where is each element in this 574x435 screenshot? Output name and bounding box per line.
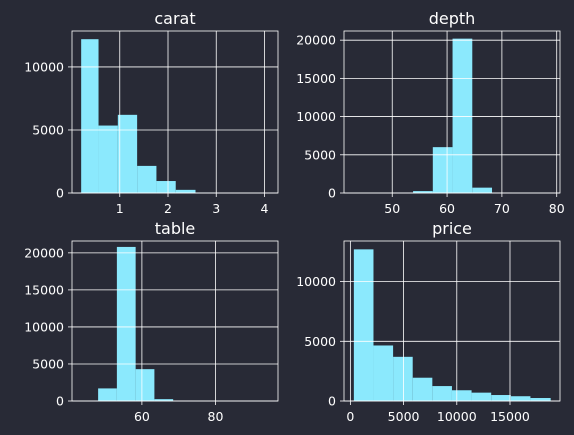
- x-tick-label-carat-3: 4: [261, 201, 269, 216]
- axes-frame-table: [71, 240, 279, 402]
- y-tick-label-table-1: 5000: [32, 356, 64, 371]
- histogram-bar-depth-5: [452, 38, 473, 193]
- subplot-title-price: price: [432, 219, 472, 238]
- histogram-bar-table-4: [154, 399, 174, 401]
- subplot-price: 0 5000 10000 15000 0 5000 10000 price: [296, 219, 561, 424]
- y-tick-label-price-1: 5000: [304, 334, 336, 349]
- axes-frame-depth: [343, 30, 561, 194]
- histogram-bar-price-4: [432, 386, 452, 401]
- x-tick-label-price-0: 0: [346, 409, 354, 424]
- x-tick-label-carat-0: 1: [116, 201, 124, 216]
- y-tick-label-carat-0: 0: [56, 186, 64, 201]
- x-tick-label-carat-1: 2: [164, 201, 172, 216]
- y-tick-label-table-4: 20000: [24, 245, 64, 260]
- histogram-bar-price-9: [530, 398, 551, 401]
- x-tick-label-depth-0: 50: [384, 201, 400, 216]
- histogram-bar-carat-0: [81, 39, 99, 194]
- histogram-bar-price-8: [510, 396, 531, 401]
- histogram-bar-depth-4: [432, 147, 453, 193]
- y-tick-label-table-2: 10000: [24, 319, 64, 334]
- histogram-bar-price-6: [471, 392, 492, 401]
- histogram-bar-table-2: [116, 246, 136, 401]
- x-tick-label-price-2: 10000: [437, 409, 477, 424]
- histogram-bar-table-3: [135, 369, 155, 401]
- x-tick-label-table-1: 80: [208, 409, 224, 424]
- axes-frame-carat: [71, 30, 279, 194]
- histogram-bar-carat-3: [137, 165, 157, 193]
- histogram-bar-price-0: [353, 249, 374, 401]
- y-tick-label-depth-4: 20000: [296, 33, 336, 48]
- subplot-carat: 1 2 3 4 0 5000 10000 carat: [24, 9, 279, 216]
- histogram-bar-table-1: [98, 388, 117, 401]
- subplot-title-carat: carat: [154, 9, 195, 28]
- x-tick-label-price-3: 15000: [490, 409, 530, 424]
- y-tick-label-depth-1: 5000: [304, 147, 336, 162]
- histogram-bar-price-2: [393, 356, 413, 401]
- histogram-bar-price-5: [451, 390, 472, 401]
- histogram-bar-price-1: [373, 345, 394, 401]
- histogram-bar-carat-1: [98, 125, 118, 193]
- histogram-bar-carat-2: [117, 114, 138, 193]
- subplot-depth: 50 60 70 80 0 5000 10000 15000 20000 depth: [296, 9, 564, 216]
- x-tick-label-carat-2: 3: [212, 201, 220, 216]
- y-tick-label-depth-3: 15000: [296, 71, 336, 86]
- x-tick-label-depth-3: 80: [549, 201, 565, 216]
- histogram-bar-carat-4: [156, 181, 176, 193]
- y-tick-label-table-3: 15000: [24, 282, 64, 297]
- histogram-bar-depth-6: [472, 187, 493, 193]
- y-tick-label-table-0: 0: [56, 394, 64, 409]
- y-tick-label-carat-2: 10000: [24, 59, 64, 74]
- histogram-bar-carat-5: [175, 189, 196, 193]
- y-tick-label-price-2: 10000: [296, 274, 336, 289]
- x-tick-label-price-1: 5000: [388, 409, 420, 424]
- histogram-bar-price-7: [491, 395, 511, 401]
- x-tick-label-depth-2: 70: [494, 201, 510, 216]
- subplot-title-table: table: [155, 219, 196, 238]
- histogram-bar-depth-3: [413, 191, 433, 193]
- x-tick-label-table-0: 60: [134, 409, 150, 424]
- subplot-table: 60 80 0 5000 10000 15000 20000 table: [24, 219, 279, 424]
- y-tick-label-depth-2: 10000: [296, 109, 336, 124]
- subplot-title-depth: depth: [429, 9, 476, 28]
- histogram-bar-price-3: [412, 377, 433, 401]
- axes-frame-price: [343, 240, 561, 402]
- y-tick-label-price-0: 0: [328, 394, 336, 409]
- y-tick-label-depth-0: 0: [328, 186, 336, 201]
- x-tick-label-depth-1: 60: [439, 201, 455, 216]
- y-tick-label-carat-1: 5000: [32, 122, 64, 137]
